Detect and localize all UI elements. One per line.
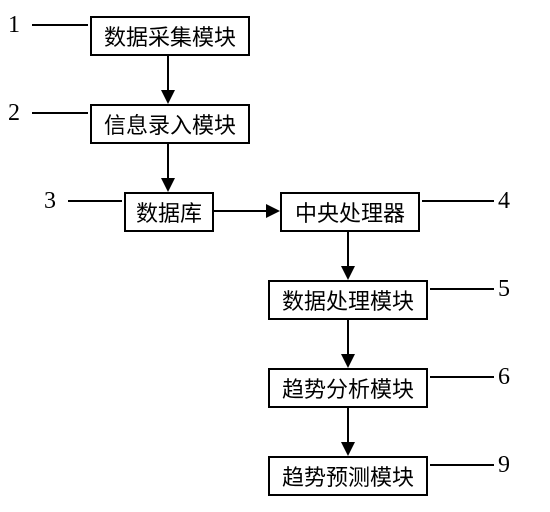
node-number-n5: 5 [498,276,510,303]
edge-line [167,144,169,180]
node-n3: 数据库 [124,192,214,232]
node-label: 趋势预测模块 [282,460,414,492]
node-n2: 信息录入模块 [90,104,250,144]
lead-line [430,288,494,290]
lead-line [430,376,494,378]
node-number-n2: 2 [8,100,20,127]
node-label: 数据处理模块 [282,284,414,316]
node-n1: 数据采集模块 [90,16,250,56]
edge-line [214,210,268,212]
node-label: 数据采集模块 [104,20,236,52]
node-label: 数据库 [136,196,202,228]
node-n9: 趋势预测模块 [268,456,428,496]
node-number-n4: 4 [498,188,510,215]
node-number-n9: 9 [498,452,510,479]
edge-line [167,56,169,92]
lead-line [32,24,88,26]
edge-line [347,232,349,268]
lead-line [430,464,494,466]
node-number-n1: 1 [8,12,20,39]
node-n6: 趋势分析模块 [268,368,428,408]
lead-line [422,200,494,202]
node-number-n3: 3 [44,188,56,215]
node-label: 信息录入模块 [104,108,236,140]
arrow-head-icon [341,442,355,456]
arrow-head-icon [341,266,355,280]
arrow-head-icon [161,178,175,192]
lead-line [68,200,122,202]
edge-line [347,408,349,444]
arrow-head-icon [266,204,280,218]
node-label: 中央处理器 [295,196,405,228]
arrow-head-icon [341,354,355,368]
edge-line [347,320,349,356]
node-label: 趋势分析模块 [282,372,414,404]
node-n4: 中央处理器 [280,192,420,232]
node-n5: 数据处理模块 [268,280,428,320]
node-number-n6: 6 [498,364,510,391]
lead-line [32,112,88,114]
arrow-head-icon [161,90,175,104]
